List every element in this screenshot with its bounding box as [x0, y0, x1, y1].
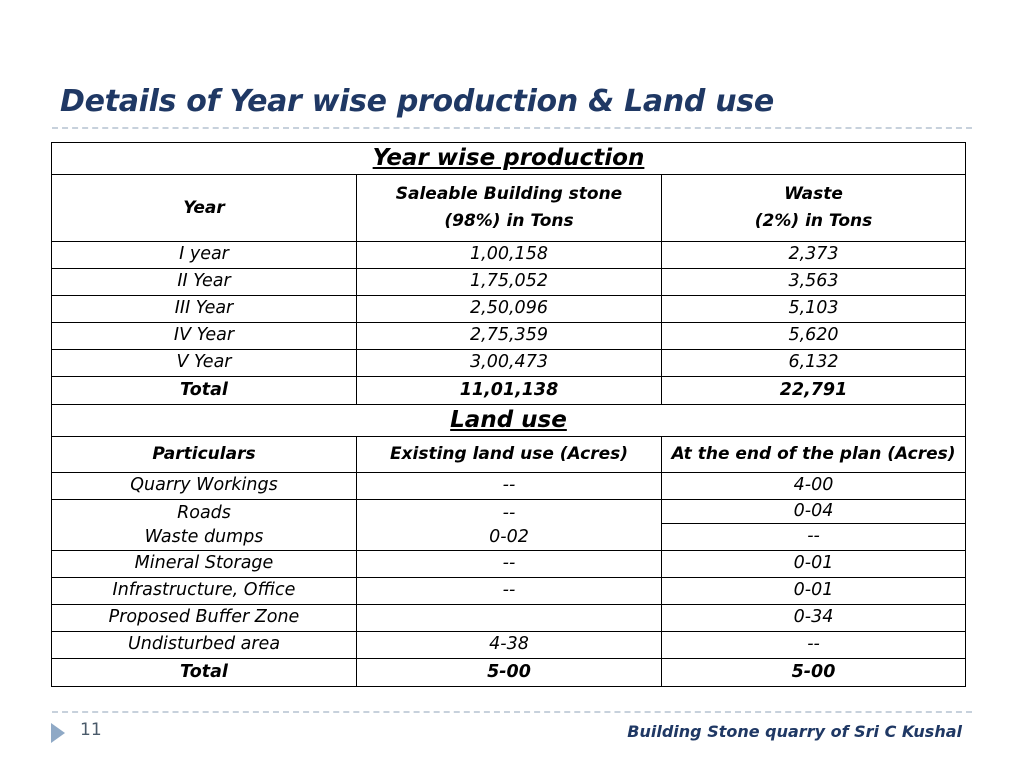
- roads-label: Roads: [177, 503, 231, 523]
- page-number: 11: [80, 720, 102, 740]
- saleable-cell: 1,75,052: [356, 268, 662, 296]
- saleable-cell: 3,00,473: [356, 349, 662, 377]
- existing-cell: 4-38: [356, 631, 662, 659]
- table-row: Infrastructure, Office -- 0-01: [51, 577, 967, 605]
- existing-cell: --: [356, 550, 662, 578]
- total-waste: 22,791: [660, 376, 967, 405]
- roads-end-cell: 0-04: [660, 499, 967, 524]
- total-saleable: 11,01,138: [356, 376, 662, 405]
- end-cell: 0-01: [660, 577, 967, 605]
- production-section-header-row: Year wise production: [50, 142, 967, 175]
- table-row: IV Year 2,75,359 5,620: [51, 322, 967, 350]
- footer-divider: [52, 711, 972, 713]
- particular-cell: Proposed Buffer Zone: [51, 604, 357, 632]
- end-cell: 0-34: [660, 604, 967, 632]
- particular-cell: Infrastructure, Office: [51, 577, 357, 605]
- total-label: Total: [51, 658, 357, 687]
- saleable-cell: 2,75,359: [356, 322, 662, 350]
- waste-column-header: Waste (2%) in Tons: [660, 174, 967, 242]
- roads-waste-existing-cell: -- 0-02: [356, 499, 662, 551]
- production-total-row: Total 11,01,138 22,791: [51, 376, 967, 405]
- saleable-header-line-1: Saleable Building stone: [395, 184, 623, 204]
- waste-header-line-1: Waste: [784, 184, 843, 204]
- total-existing: 5-00: [356, 658, 662, 687]
- saleable-column-header: Saleable Building stone (98%) in Tons: [356, 174, 662, 242]
- waste-header-line-2: (2%) in Tons: [754, 211, 873, 231]
- landuse-section-title: Land use: [50, 404, 967, 437]
- saleable-cell: 1,00,158: [356, 241, 662, 269]
- existing-cell: --: [356, 472, 662, 500]
- saleable-header-line-2: (98%) in Tons: [444, 211, 574, 231]
- particular-cell: Quarry Workings: [51, 472, 357, 500]
- total-label: Total: [51, 376, 357, 405]
- year-cell: IV Year: [51, 322, 357, 350]
- triangle-bullet-icon: [51, 723, 65, 743]
- slide-title: Details of Year wise production & Land u…: [60, 84, 774, 119]
- production-landuse-table: Year wise production Year Saleable Build…: [50, 142, 967, 687]
- waste-cell: 2,373: [660, 241, 967, 269]
- production-column-header-row: Year Saleable Building stone (98%) in To…: [51, 174, 967, 242]
- waste-dumps-end-cell: --: [660, 523, 967, 551]
- waste-cell: 5,103: [660, 295, 967, 323]
- footer-text: Building Stone quarry of Sri C Kushal: [627, 722, 962, 741]
- waste-dumps-label: Waste dumps: [144, 527, 264, 547]
- table-row: Proposed Buffer Zone 0-34: [51, 604, 967, 632]
- end-of-plan-column-header: At the end of the plan (Acres): [660, 436, 967, 473]
- particular-cell: Undisturbed area: [51, 631, 357, 659]
- roads-existing-value: --: [502, 503, 516, 523]
- roads-waste-particulars-cell: Roads Waste dumps: [51, 499, 357, 551]
- landuse-section-header-row: Land use: [50, 404, 967, 437]
- table-row: Undisturbed area 4-38 --: [51, 631, 967, 659]
- table-row: II Year 1,75,052 3,563: [51, 268, 967, 296]
- table-row: V Year 3,00,473 6,132: [51, 349, 967, 377]
- year-column-header: Year: [51, 174, 357, 242]
- waste-cell: 6,132: [660, 349, 967, 377]
- particular-cell: Mineral Storage: [51, 550, 357, 578]
- year-cell: II Year: [51, 268, 357, 296]
- end-cell: 0-01: [660, 550, 967, 578]
- existing-cell: [356, 604, 662, 632]
- table-row: Roads Waste dumps -- 0-02 0-04: [51, 499, 967, 551]
- year-cell: I year: [51, 241, 357, 269]
- year-cell: III Year: [51, 295, 357, 323]
- particulars-column-header: Particulars: [51, 436, 357, 473]
- end-cell: 4-00: [660, 472, 967, 500]
- production-section-title: Year wise production: [50, 142, 967, 175]
- landuse-column-header-row: Particulars Existing land use (Acres) At…: [51, 436, 967, 473]
- table-row: I year 1,00,158 2,373: [51, 241, 967, 269]
- end-cell: --: [660, 631, 967, 659]
- waste-cell: 5,620: [660, 322, 967, 350]
- table-row: Quarry Workings -- 4-00: [51, 472, 967, 500]
- landuse-total-row: Total 5-00 5-00: [51, 658, 967, 687]
- year-cell: V Year: [51, 349, 357, 377]
- total-end-of-plan: 5-00: [660, 658, 967, 687]
- saleable-cell: 2,50,096: [356, 295, 662, 323]
- existing-column-header: Existing land use (Acres): [356, 436, 662, 473]
- waste-dumps-existing-value: 0-02: [489, 527, 529, 547]
- table-row: Mineral Storage -- 0-01: [51, 550, 967, 578]
- title-divider: [52, 127, 972, 129]
- waste-cell: 3,563: [660, 268, 967, 296]
- existing-cell: --: [356, 577, 662, 605]
- table-row: III Year 2,50,096 5,103: [51, 295, 967, 323]
